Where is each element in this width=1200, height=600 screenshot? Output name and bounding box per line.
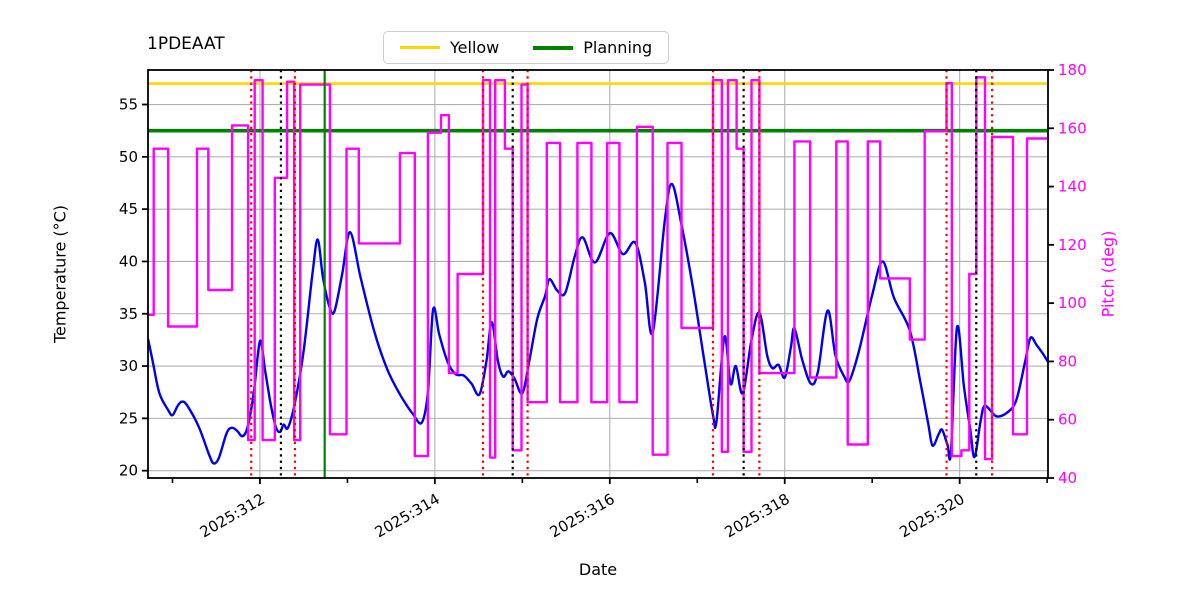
chart-title: 1PDEAAT <box>147 34 225 54</box>
y-right-tick-label: 80 <box>1058 352 1077 370</box>
y-right-tick-label: 160 <box>1058 119 1087 137</box>
x-tick-label: 2025:318 <box>722 490 793 542</box>
legend-entry-planning: Planning <box>533 38 652 57</box>
y-axis-right-label: Pitch (deg) <box>1098 230 1118 318</box>
legend-label-planning: Planning <box>583 38 653 57</box>
legend-label-yellow: Yellow <box>450 38 500 57</box>
legend-box: Yellow Planning <box>383 31 670 64</box>
legend-entry-yellow: Yellow <box>400 38 499 57</box>
y-right-tick-label: 180 <box>1058 61 1087 79</box>
x-axis-label: Date <box>578 560 618 579</box>
y-left-tick-label: 30 <box>119 357 138 375</box>
x-tick-label: 2025:312 <box>197 490 268 542</box>
y-left-tick-label: 55 <box>119 96 138 114</box>
x-tick-label: 2025:316 <box>547 490 618 542</box>
planning-line-swatch <box>533 45 574 50</box>
y-left-tick-label: 20 <box>119 462 138 480</box>
y-right-tick-label: 140 <box>1058 178 1087 196</box>
y-left-tick-label: 25 <box>119 409 138 427</box>
x-tick-label: 2025:314 <box>372 490 443 542</box>
yellow-line-swatch <box>400 46 440 49</box>
y-left-tick-label: 45 <box>119 200 138 218</box>
y-right-tick-label: 100 <box>1058 294 1087 312</box>
y-left-tick-label: 40 <box>119 252 138 270</box>
pitch-step-line <box>148 76 1048 461</box>
y-axis-left-label: Temperature (°C) <box>50 204 70 344</box>
x-tick-label: 2025:320 <box>896 490 967 542</box>
plot-frame <box>147 69 1049 479</box>
y-left-tick-label: 35 <box>119 305 138 323</box>
y-right-tick-label: 60 <box>1058 411 1077 429</box>
y-left-tick-label: 50 <box>119 148 138 166</box>
y-right-tick-label: 120 <box>1058 236 1087 254</box>
y-right-tick-label: 40 <box>1058 469 1077 487</box>
temperature-line <box>148 182 1048 465</box>
